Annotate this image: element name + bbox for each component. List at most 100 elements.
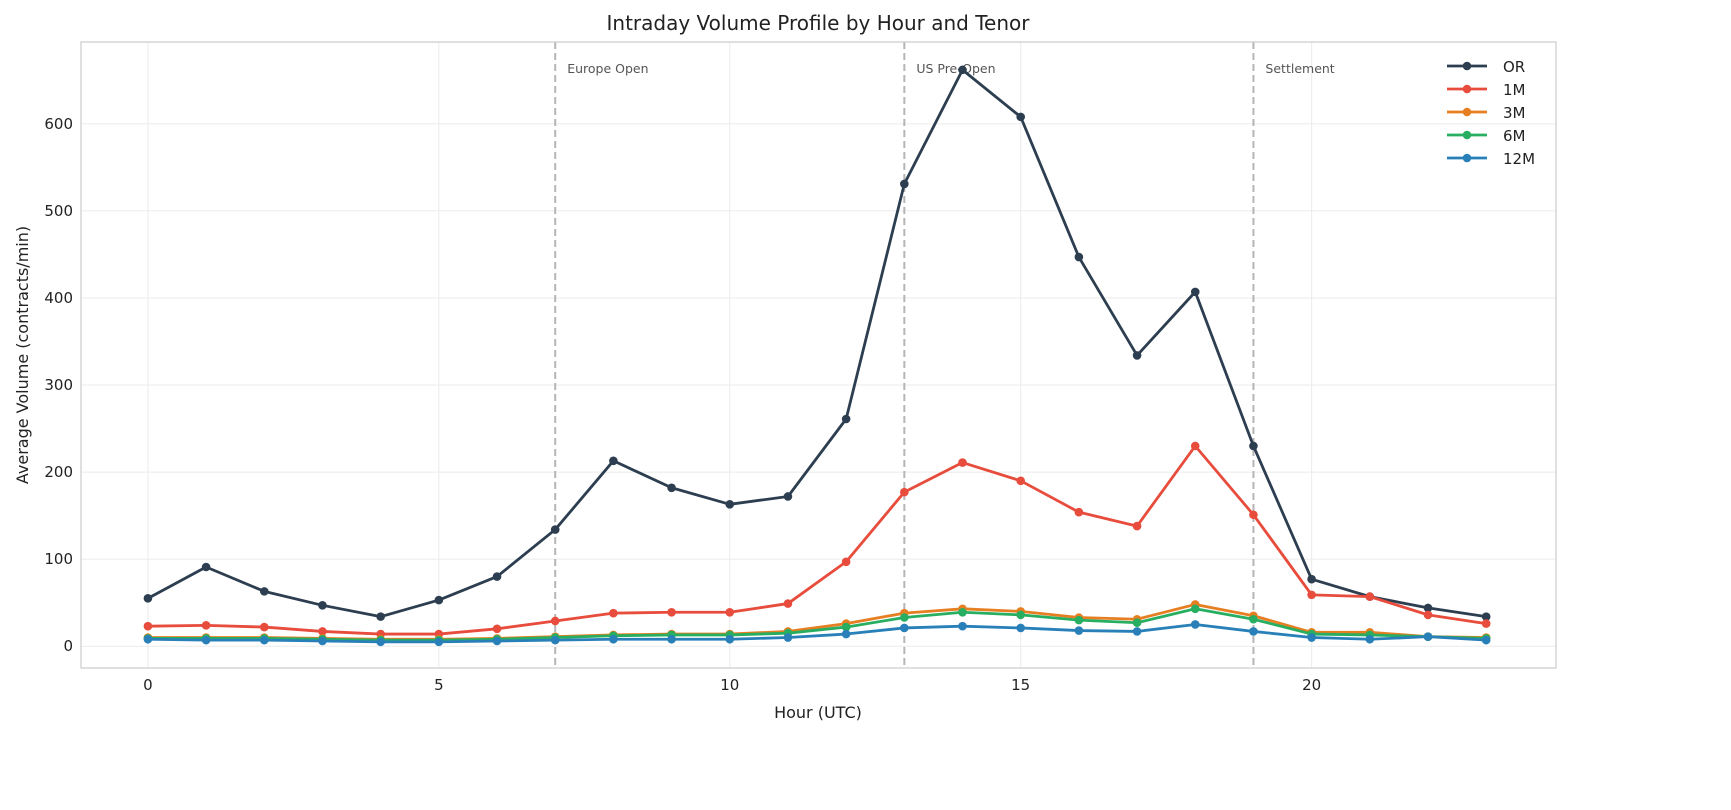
data-point-12M (318, 636, 327, 646)
plot-frame (80, 41, 1557, 669)
data-point-1M (201, 621, 211, 630)
x-tick-label: 20 (1302, 676, 1321, 694)
y-tick-label: 600 (44, 115, 73, 133)
data-point-1M (1190, 441, 1200, 451)
y-tick-label: 100 (44, 550, 73, 568)
x-axis-label: Hour (UTC) (774, 703, 862, 722)
data-point-6M (1190, 604, 1200, 614)
data-point-1M (1481, 619, 1491, 628)
data-point-6M (958, 607, 967, 617)
data-point-1M (1132, 521, 1142, 531)
data-point-6M (1132, 618, 1142, 628)
y-tick-label: 500 (44, 202, 73, 220)
x-tick-label: 5 (434, 676, 444, 694)
data-point-OR (667, 483, 676, 493)
data-point-12M (492, 636, 502, 646)
data-point-OR (434, 595, 444, 605)
data-point-1M (900, 487, 909, 497)
data-point-6M (841, 622, 851, 632)
data-point-12M (1190, 620, 1200, 629)
y-tick-label: 200 (44, 463, 73, 481)
data-point-1M (958, 458, 967, 467)
legend-label: 1M (1503, 81, 1526, 99)
data-point-12M (550, 635, 560, 645)
data-point-OR (492, 572, 502, 581)
data-point-1M (1423, 610, 1433, 620)
data-point-OR (1132, 351, 1142, 360)
data-point-OR (1307, 574, 1316, 584)
data-point-12M (609, 634, 618, 644)
series-line-12M (147, 623, 1487, 644)
data-point-12M (376, 637, 385, 647)
series-line-1M (147, 444, 1487, 636)
data-point-12M (259, 635, 269, 645)
data-point-OR (1481, 612, 1491, 621)
data-point-OR (725, 500, 735, 509)
data-point-OR (783, 492, 793, 501)
data-point-12M (1365, 634, 1375, 644)
legend-label: 6M (1503, 127, 1526, 145)
data-point-1M (1016, 476, 1025, 486)
data-point-6M (1016, 610, 1025, 620)
legend-marker (1462, 84, 1472, 94)
data-point-12M (1423, 632, 1433, 641)
data-point-12M (1481, 635, 1491, 645)
data-point-OR (958, 65, 967, 75)
data-point-12M (725, 634, 735, 644)
legend-marker (1462, 61, 1472, 71)
data-point-OR (376, 612, 385, 621)
data-point-OR (201, 562, 211, 572)
y-tick-label: 0 (63, 637, 73, 655)
series-line-6M (147, 607, 1487, 642)
data-point-12M (1132, 627, 1142, 636)
legend-label: 3M (1503, 104, 1526, 122)
data-point-OR (318, 601, 327, 610)
legend-label: 12M (1503, 150, 1535, 168)
data-point-12M (841, 629, 851, 639)
data-point-12M (434, 637, 444, 647)
x-tick-label: 15 (1011, 676, 1030, 694)
data-point-OR (1423, 603, 1433, 613)
data-point-1M (1365, 592, 1375, 601)
data-point-OR (609, 456, 618, 466)
data-point-OR (1016, 112, 1025, 122)
data-point-OR (143, 594, 153, 603)
y-tick-label: 300 (44, 376, 73, 394)
legend-label: OR (1503, 58, 1525, 76)
series-line-OR (147, 68, 1487, 619)
annotation-label: Settlement (1265, 61, 1334, 76)
data-point-6M (900, 613, 909, 622)
data-point-1M (143, 621, 153, 631)
legend-marker (1462, 107, 1472, 117)
legend-marker (1462, 130, 1472, 140)
data-point-6M (1249, 614, 1258, 624)
x-tick-label: 0 (143, 676, 153, 694)
data-point-1M (609, 608, 618, 618)
data-point-12M (783, 633, 793, 642)
data-point-OR (259, 587, 269, 596)
data-point-1M (783, 599, 793, 608)
data-point-12M (1074, 626, 1084, 635)
data-point-12M (900, 623, 909, 633)
y-tick-label: 400 (44, 289, 73, 307)
data-point-12M (1249, 627, 1258, 636)
data-point-OR (550, 525, 560, 534)
data-point-OR (841, 414, 851, 424)
annotation-label: Europe Open (567, 61, 648, 76)
data-point-1M (1249, 510, 1258, 520)
data-point-1M (259, 622, 269, 632)
data-point-OR (1074, 252, 1084, 262)
data-point-1M (1074, 507, 1084, 517)
annotation-label: US Pre-Open (916, 61, 995, 76)
data-point-12M (667, 634, 676, 644)
data-point-OR (1249, 441, 1258, 451)
data-point-1M (318, 627, 327, 636)
data-point-1M (667, 607, 676, 617)
data-point-6M (1074, 615, 1084, 625)
data-point-12M (143, 634, 153, 644)
data-point-12M (201, 635, 211, 645)
data-point-12M (958, 621, 967, 631)
data-point-1M (725, 607, 735, 617)
chart-title: Intraday Volume Profile by Hour and Teno… (607, 11, 1031, 35)
